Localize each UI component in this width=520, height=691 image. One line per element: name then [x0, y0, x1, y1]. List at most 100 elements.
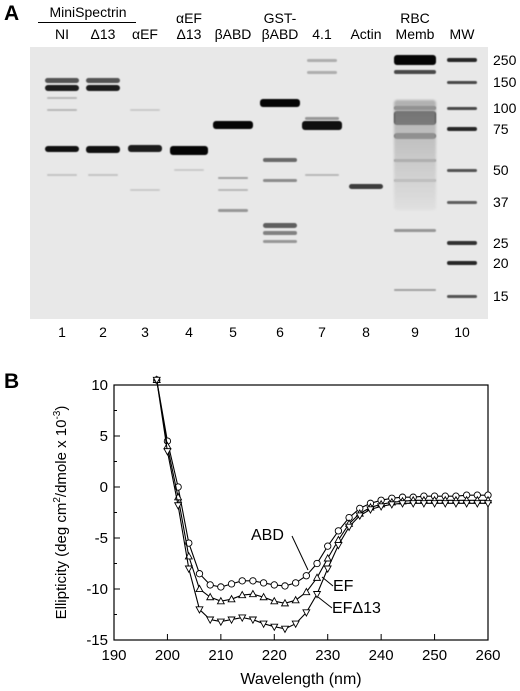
series-point	[451, 500, 461, 508]
series-point	[313, 559, 321, 568]
annotation-leader	[317, 596, 333, 609]
gel-band	[447, 80, 477, 84]
series-line-0	[156, 379, 488, 588]
series-point	[259, 592, 268, 601]
series-point	[312, 591, 322, 599]
y-tick-label: 10	[91, 377, 108, 394]
x-tick-label: 250	[422, 647, 447, 664]
lane-header-line: βABD	[261, 26, 299, 42]
plot-frame	[113, 384, 489, 641]
series-point	[291, 595, 300, 604]
series-point	[259, 579, 268, 587]
lane-number-6: 6	[276, 324, 284, 340]
gel-smear	[394, 100, 436, 210]
series-point	[152, 376, 161, 385]
y-label-superscript: -3	[52, 410, 63, 419]
annotation-0: ABD	[251, 527, 284, 544]
series-point	[238, 590, 247, 599]
gel-band	[447, 106, 477, 110]
series-point	[248, 616, 258, 625]
series-point	[217, 583, 225, 591]
gel-band	[447, 127, 477, 131]
gel-band	[128, 144, 162, 152]
lane-number-5: 5	[229, 324, 237, 340]
annotation-2: EFΔ13	[332, 600, 381, 617]
x-tick-label: 240	[369, 647, 394, 664]
series-line-1	[156, 379, 488, 604]
series-point	[206, 581, 214, 589]
series-point	[323, 553, 332, 562]
series-point	[473, 500, 482, 508]
mw-label-37: 37	[493, 194, 509, 210]
gel-band	[394, 228, 436, 232]
series-point	[249, 577, 257, 585]
series-point	[280, 625, 290, 634]
lane-number-2: 2	[99, 324, 107, 340]
gel-band	[45, 146, 79, 152]
gel-band	[88, 174, 118, 176]
lane-header-line: Δ13	[90, 26, 116, 42]
lane-header-line: NI	[55, 26, 69, 42]
lane-number-4: 4	[185, 324, 193, 340]
series-point	[195, 606, 204, 614]
gel-band	[394, 55, 436, 65]
mw-label-15: 15	[493, 288, 509, 304]
panel-b-label: B	[4, 370, 20, 393]
y-label-text: Ellipticity (deg cm	[53, 503, 70, 620]
gel-band	[447, 261, 477, 265]
panel-a-label: A	[4, 2, 20, 25]
gel-band	[218, 208, 248, 212]
series-point	[334, 527, 343, 535]
lane-number-8: 8	[362, 324, 370, 340]
lane-header-line: Memb	[395, 26, 435, 42]
y-label-text: /dmole x 10	[53, 420, 70, 498]
gel-band	[213, 121, 253, 129]
series-point	[206, 616, 215, 625]
series-point	[281, 582, 289, 590]
series-point	[248, 589, 258, 598]
gel-band	[447, 58, 477, 62]
lane-header-7: 4.1	[292, 26, 352, 42]
series-point	[302, 609, 311, 617]
series-point	[184, 565, 193, 574]
series-point	[462, 500, 471, 508]
lane-header-5: βABD	[203, 26, 263, 42]
lane-header-6: GST-βABD	[250, 10, 310, 42]
series-point	[173, 502, 183, 510]
lane-header-line: RBC	[400, 10, 430, 26]
series-point	[291, 620, 300, 629]
lane-header-line: Actin	[350, 26, 382, 42]
series-point	[334, 542, 343, 550]
mw-label-25: 25	[493, 235, 509, 251]
gel-band	[263, 158, 297, 162]
series-point	[355, 512, 364, 521]
series-point	[227, 594, 236, 603]
series-point	[419, 500, 429, 508]
lane-header-4: αEF Δ13	[159, 10, 219, 42]
y-label-text: )	[53, 406, 70, 411]
annotation-leader	[291, 535, 309, 571]
lane-header-line: αEF	[176, 10, 202, 26]
gel-band	[218, 177, 248, 179]
mw-label-250: 250	[493, 52, 517, 68]
x-tick-label: 220	[262, 647, 287, 664]
lane-header-8: Actin	[336, 26, 396, 42]
gel-band	[394, 289, 436, 291]
gel-band	[305, 116, 339, 120]
series-point	[323, 565, 332, 574]
gel-band	[307, 58, 337, 62]
lane-number-9: 9	[411, 324, 419, 340]
x-tick-label: 210	[208, 647, 233, 664]
gel-band	[447, 241, 477, 245]
gel-band	[394, 70, 436, 74]
mw-label-75: 75	[493, 121, 509, 137]
series-point	[483, 500, 493, 508]
series-point	[302, 587, 311, 596]
series-point	[259, 620, 268, 629]
lane-header-3: αEF	[115, 26, 175, 42]
gel-band	[86, 145, 120, 153]
y-axis-label: Ellipticity (deg cm2/dmole x 10-3)	[52, 406, 70, 620]
lane-number-10: 10	[454, 324, 470, 340]
series-point	[324, 542, 332, 550]
gel-band	[307, 70, 337, 74]
